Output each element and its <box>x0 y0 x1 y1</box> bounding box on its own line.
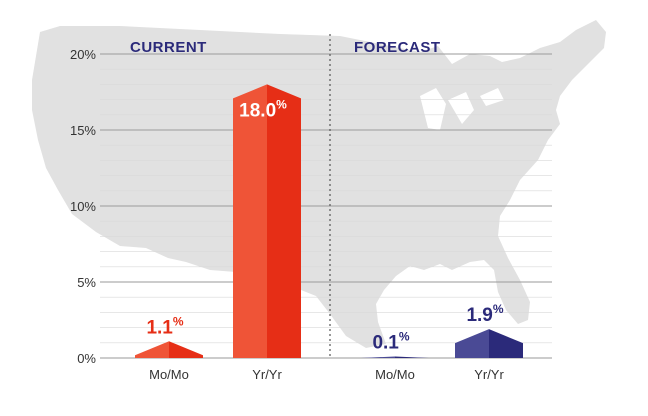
us-map-great-lakes <box>420 88 504 130</box>
y-tick-label: 20% <box>70 47 96 62</box>
us-map-background <box>32 20 606 348</box>
forecast-panel-title: FORECAST <box>354 39 441 56</box>
current-panel-title: CURRENT <box>130 39 207 56</box>
bar-left-face <box>233 84 267 359</box>
y-axis: 0% 5% 10% 15% 20% <box>70 47 96 366</box>
bar-right-face <box>169 341 203 358</box>
bar-left-face <box>135 341 169 358</box>
x-axis: Mo/Mo Yr/Yr Mo/Mo Yr/Yr <box>149 367 504 382</box>
y-tick-label: 15% <box>70 123 96 138</box>
gridlines <box>100 53 552 359</box>
bar-value-label: 18.0% <box>239 97 287 121</box>
x-category-label: Mo/Mo <box>375 367 415 382</box>
y-tick-label: 0% <box>77 351 96 366</box>
bar-right-face <box>267 84 301 359</box>
bar-value-label: 1.1% <box>146 314 183 338</box>
bar-value-label: 1.9% <box>466 302 503 326</box>
y-tick-label: 10% <box>70 199 96 214</box>
x-category-label: Yr/Yr <box>474 367 504 382</box>
y-tick-label: 5% <box>77 275 96 290</box>
x-category-label: Mo/Mo <box>149 367 189 382</box>
x-category-label: Yr/Yr <box>252 367 282 382</box>
bar-right-face <box>489 329 523 358</box>
bar-left-face <box>455 329 489 358</box>
bar-right-face <box>395 356 429 358</box>
bars: 1.1% 18.0% 0.1% 1.9% <box>135 84 523 359</box>
bar-value-label: 0.1% <box>372 329 409 353</box>
bar-left-face <box>361 356 395 358</box>
